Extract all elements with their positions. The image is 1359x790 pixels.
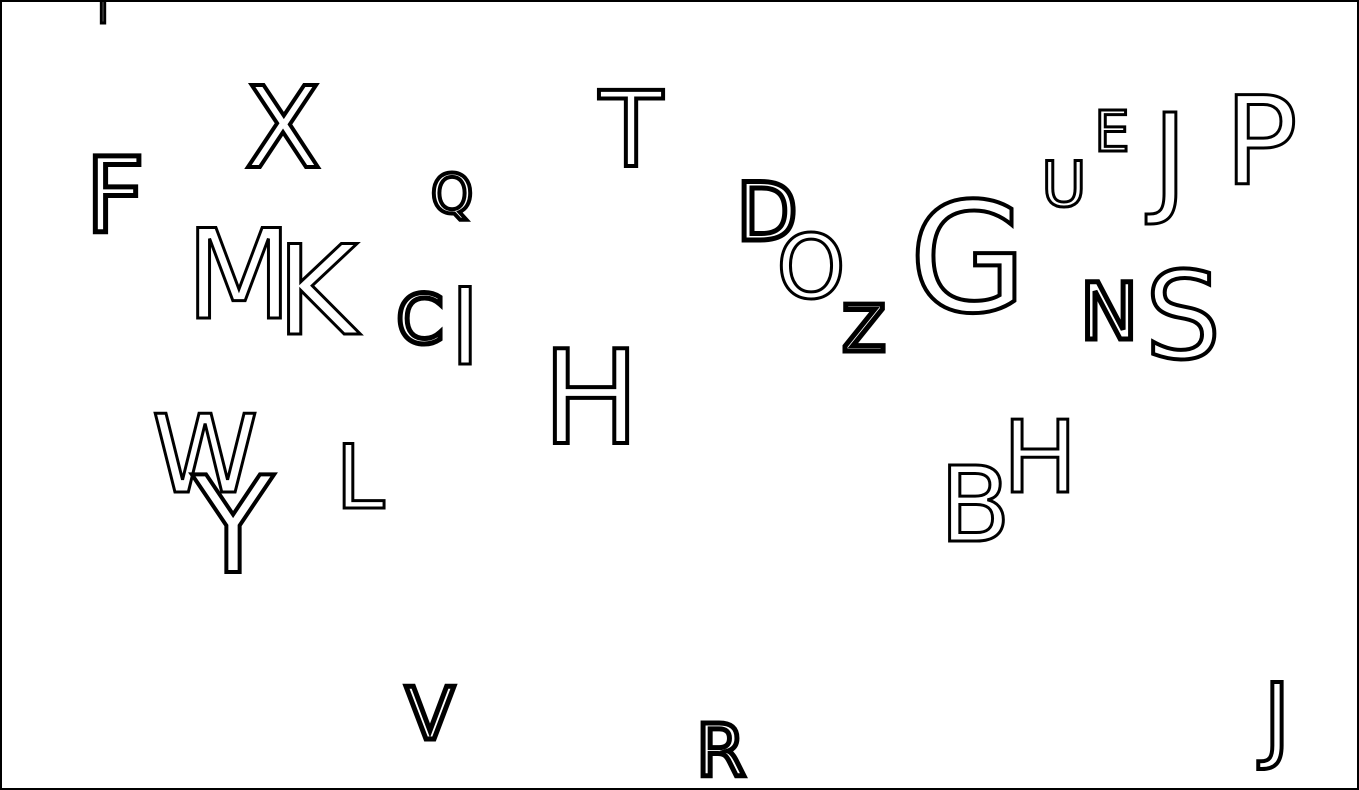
- letter-v: V: [403, 672, 457, 756]
- letter-k: K: [275, 220, 359, 364]
- letter-f: F: [83, 135, 148, 257]
- letter-s: S: [1143, 248, 1223, 387]
- letter-w: W: [150, 393, 260, 518]
- letter-y: Y: [190, 448, 276, 604]
- letter-l: L: [334, 426, 386, 529]
- letter-t: T: [597, 69, 665, 191]
- letter-b: B: [938, 444, 1012, 566]
- letter-j-upper: J: [1151, 90, 1189, 229]
- letter-g: G: [907, 170, 1029, 347]
- letter-e: E: [1093, 100, 1131, 165]
- letter-m: M: [184, 204, 294, 348]
- letter-i-middle: I: [448, 266, 482, 389]
- letter-n: N: [1077, 268, 1140, 358]
- letter-c: C: [394, 281, 447, 360]
- letter-j-lower: J: [1261, 664, 1293, 773]
- letter-p: P: [1223, 71, 1300, 213]
- letter-i-top: I: [96, 0, 109, 32]
- letter-d: D: [734, 166, 801, 259]
- letter-q: Q: [429, 163, 475, 226]
- letter-o: O: [775, 216, 847, 319]
- letter-x: X: [243, 64, 324, 194]
- letter-h-small: H: [1001, 399, 1079, 516]
- letter-h-large: H: [540, 322, 642, 474]
- letter-u: U: [1040, 148, 1088, 221]
- letter-z: Z: [840, 293, 889, 367]
- letter-r: R: [693, 709, 748, 790]
